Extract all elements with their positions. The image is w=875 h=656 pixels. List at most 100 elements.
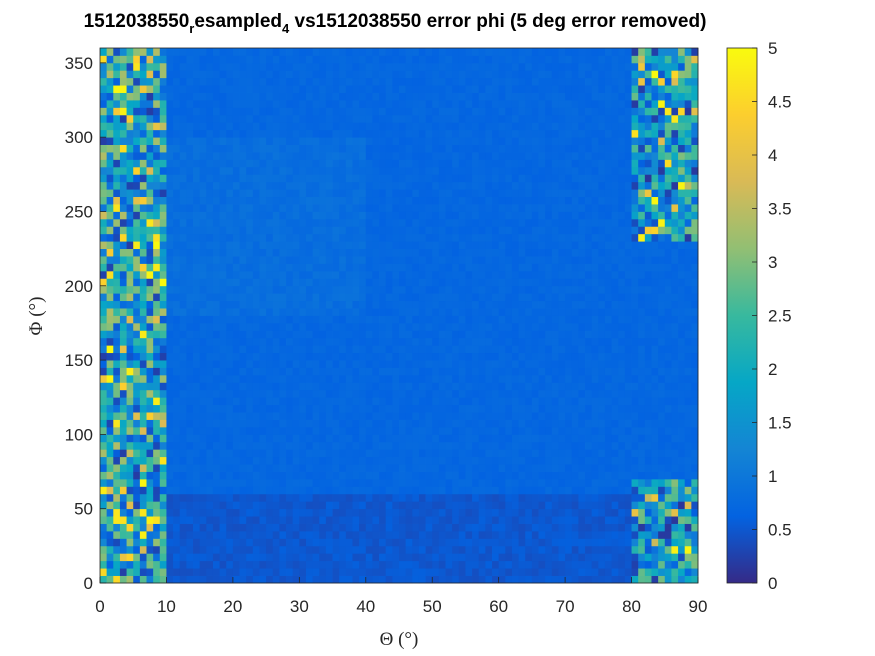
heatmap-cell bbox=[252, 508, 260, 517]
heatmap-cell bbox=[186, 278, 194, 287]
heatmap-cell bbox=[498, 397, 506, 406]
heatmap-cell bbox=[226, 404, 234, 413]
heatmap-cell bbox=[392, 568, 400, 576]
heatmap-cell bbox=[126, 352, 134, 361]
heatmap-cell bbox=[292, 241, 300, 250]
heatmap-cell bbox=[153, 159, 161, 168]
heatmap-cell bbox=[166, 404, 174, 413]
heatmap-cell bbox=[179, 204, 187, 212]
heatmap-cell bbox=[405, 545, 413, 554]
heatmap-cell bbox=[379, 55, 387, 64]
heatmap-cell bbox=[531, 426, 539, 435]
heatmap-cell bbox=[319, 114, 327, 123]
heatmap-cell bbox=[518, 263, 526, 272]
heatmap-cell bbox=[212, 196, 220, 205]
heatmap-cell bbox=[286, 152, 294, 160]
heatmap-cell bbox=[492, 159, 500, 168]
heatmap-cell bbox=[372, 218, 380, 227]
heatmap-cell bbox=[452, 218, 460, 227]
heatmap-cell bbox=[279, 553, 287, 562]
heatmap-cell bbox=[392, 382, 400, 391]
heatmap-cell bbox=[392, 70, 400, 79]
heatmap-cell bbox=[352, 233, 360, 242]
heatmap-cell bbox=[319, 397, 327, 406]
heatmap-cell bbox=[339, 159, 347, 168]
heatmap-cell bbox=[133, 263, 141, 272]
heatmap-cell bbox=[246, 345, 254, 354]
heatmap-cell bbox=[325, 486, 333, 495]
heatmap-cell bbox=[492, 315, 500, 324]
heatmap-cell bbox=[332, 122, 340, 131]
heatmap-cell bbox=[106, 285, 114, 294]
heatmap-cell bbox=[492, 419, 500, 428]
heatmap-cell bbox=[246, 85, 254, 93]
heatmap-cell bbox=[186, 419, 194, 428]
heatmap-cell bbox=[259, 218, 267, 227]
heatmap-cell bbox=[239, 278, 247, 287]
heatmap-cell bbox=[472, 70, 480, 79]
heatmap-cell bbox=[206, 456, 214, 465]
heatmap-cell bbox=[159, 352, 167, 361]
heatmap-cell bbox=[432, 382, 440, 391]
heatmap-cell bbox=[113, 122, 121, 131]
heatmap-cell bbox=[319, 464, 327, 472]
heatmap-cell bbox=[399, 226, 407, 235]
heatmap-cell bbox=[246, 322, 254, 331]
heatmap-cell bbox=[272, 248, 280, 257]
heatmap-cell bbox=[179, 330, 187, 339]
heatmap-cell bbox=[418, 404, 426, 413]
heatmap-cell bbox=[305, 538, 314, 547]
heatmap-cell bbox=[126, 174, 134, 183]
heatmap-cell bbox=[498, 233, 506, 242]
heatmap-cell bbox=[458, 404, 466, 413]
heatmap-cell bbox=[266, 464, 274, 472]
heatmap-cell bbox=[193, 263, 201, 272]
heatmap-cell bbox=[385, 397, 393, 406]
heatmap-cell bbox=[272, 322, 280, 331]
heatmap-cell bbox=[106, 575, 114, 584]
heatmap-cell bbox=[226, 159, 234, 168]
heatmap-cell bbox=[159, 516, 167, 524]
heatmap-cell bbox=[139, 144, 147, 153]
heatmap-cell bbox=[365, 426, 373, 435]
heatmap-cell bbox=[452, 493, 460, 502]
heatmap-cell bbox=[173, 77, 181, 86]
heatmap-cell bbox=[106, 263, 114, 272]
heatmap-cell bbox=[266, 144, 274, 153]
heatmap-cell bbox=[133, 426, 141, 435]
heatmap-cell bbox=[525, 226, 533, 235]
heatmap-cell bbox=[252, 553, 260, 562]
heatmap-cell bbox=[498, 100, 506, 108]
heatmap-cell bbox=[272, 367, 280, 376]
heatmap-cell bbox=[226, 241, 234, 250]
heatmap-cell bbox=[352, 137, 360, 145]
heatmap-cell bbox=[139, 404, 147, 413]
heatmap-cell bbox=[219, 575, 227, 584]
heatmap-cell bbox=[126, 404, 134, 413]
heatmap-cell bbox=[159, 122, 167, 131]
heatmap-cell bbox=[385, 538, 393, 547]
heatmap-cell bbox=[525, 308, 533, 316]
heatmap-cell bbox=[126, 48, 134, 56]
heatmap-cell bbox=[232, 575, 240, 584]
heatmap-cell bbox=[206, 426, 214, 435]
heatmap-cell bbox=[312, 441, 320, 450]
heatmap-cell bbox=[418, 464, 426, 472]
heatmap-cell bbox=[345, 575, 353, 584]
heatmap-cell bbox=[385, 70, 393, 79]
heatmap-cell bbox=[292, 568, 300, 576]
heatmap-cell bbox=[299, 92, 307, 101]
heatmap-cell bbox=[531, 233, 539, 242]
heatmap-cell bbox=[193, 516, 201, 524]
heatmap-cell bbox=[425, 360, 433, 368]
heatmap-cell bbox=[452, 189, 460, 198]
heatmap-cell bbox=[505, 322, 513, 331]
heatmap-cell bbox=[498, 545, 506, 554]
heatmap-cell bbox=[179, 293, 187, 302]
heatmap-cell bbox=[139, 55, 147, 64]
heatmap-cell bbox=[458, 441, 466, 450]
heatmap-cell bbox=[412, 293, 420, 302]
heatmap-cell bbox=[352, 270, 360, 279]
heatmap-cell bbox=[312, 486, 320, 495]
heatmap-cell bbox=[511, 48, 519, 56]
